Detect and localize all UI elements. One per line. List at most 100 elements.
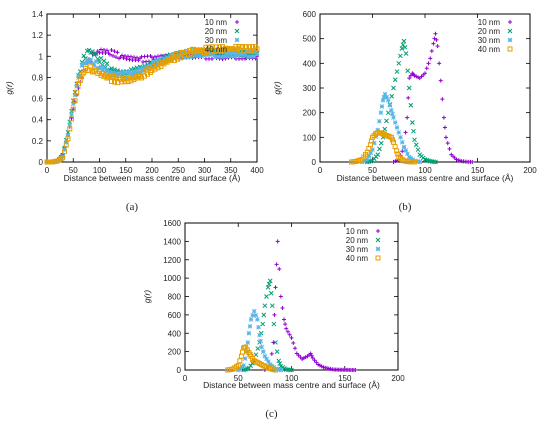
y-axis-label: g(r) [272, 81, 282, 94]
data-point [278, 367, 284, 373]
data-point [224, 49, 230, 55]
data-point [69, 112, 74, 117]
data-point [389, 107, 394, 113]
series-1 [391, 31, 475, 164]
data-point [69, 116, 74, 122]
data-point [259, 344, 264, 350]
data-point [258, 338, 263, 344]
data-point [67, 122, 73, 128]
data-point [391, 85, 396, 91]
data-point [398, 135, 403, 140]
data-point [81, 53, 87, 59]
data-point [433, 159, 438, 165]
data-point [104, 61, 110, 66]
data-point [65, 136, 71, 142]
data-point [193, 53, 198, 59]
data-point [77, 77, 83, 83]
data-point [375, 152, 381, 157]
x-tick-label: 50 [368, 166, 377, 175]
y-tick-label: 0.8 [32, 73, 44, 82]
y-tick-label: 100 [303, 133, 317, 142]
series-4 [225, 344, 279, 373]
data-point [60, 155, 66, 161]
chart-panel-3: 0 50 100 150 200 0 200 400 600 800 1000 1200 1400 160… [142, 219, 405, 390]
y-tick-label: 600 [303, 10, 317, 19]
data-point [173, 52, 179, 58]
x-tick-label: 0 [183, 374, 188, 383]
data-point [278, 294, 283, 299]
data-point [264, 294, 269, 299]
data-point [262, 353, 268, 359]
data-point [310, 356, 315, 361]
panel-caption: (a) [126, 201, 139, 213]
data-point [423, 71, 427, 76]
data-point [387, 102, 393, 108]
data-point [426, 61, 431, 66]
data-point [403, 51, 409, 56]
y-tick-label: 400 [303, 59, 317, 68]
data-point [437, 61, 442, 66]
data-point [72, 92, 78, 98]
data-point [406, 85, 412, 91]
data-point [137, 66, 143, 72]
data-point [287, 332, 292, 337]
data-point [248, 317, 254, 322]
x-tick-label: 100 [93, 166, 107, 175]
data-point [237, 358, 243, 364]
data-point [434, 37, 439, 42]
data-point [170, 53, 176, 59]
y-tick-label: 0 [177, 366, 182, 375]
x-tick-label: 150 [338, 374, 352, 383]
data-point [221, 54, 227, 59]
x-axis-label: Distance between mass centre and surface… [337, 173, 514, 183]
data-point [208, 52, 213, 57]
data-point [394, 125, 400, 130]
y-axis-label: g(r) [4, 81, 14, 94]
y-tick-label: 0 [312, 158, 317, 167]
data-point [157, 56, 162, 62]
data-point [441, 115, 446, 120]
x-tick-label: 0 [45, 166, 50, 175]
y-tick-label: 0.2 [32, 137, 44, 146]
data-point [260, 321, 266, 327]
data-point [70, 101, 76, 107]
x-tick-label: 150 [471, 166, 485, 175]
data-point [110, 70, 116, 75]
data-point [251, 54, 257, 59]
data-point [188, 54, 194, 60]
y-tick-label: 1000 [163, 274, 181, 283]
legend-label: 20 nm [478, 27, 501, 36]
data-point [266, 281, 272, 287]
data-point [104, 67, 110, 73]
data-point [65, 133, 71, 138]
data-point [277, 266, 282, 271]
data-point [371, 140, 377, 146]
data-point [70, 106, 76, 112]
data-point [431, 41, 436, 46]
legend-marker [376, 229, 380, 233]
data-point [378, 140, 384, 146]
data-point [203, 44, 209, 50]
data-point [370, 147, 375, 152]
data-point [408, 102, 414, 108]
data-point [470, 160, 475, 164]
y-tick-label: 0.6 [32, 95, 44, 104]
x-tick-label: 100 [285, 374, 299, 383]
data-point [413, 142, 419, 148]
data-point [312, 358, 317, 363]
data-point [112, 49, 117, 54]
data-point [118, 70, 123, 75]
data-point [230, 49, 236, 55]
data-point [267, 278, 273, 284]
data-point [136, 70, 141, 76]
data-point [277, 361, 283, 366]
data-point [353, 368, 358, 372]
legend-marker [507, 46, 513, 52]
x-tick-label: 200 [145, 166, 159, 175]
data-point [308, 351, 313, 356]
data-point [273, 367, 279, 373]
chart-panel-2: 0 50 100 150 200 0 100 200 300 400 500 600 Distance … [272, 10, 537, 183]
data-point [447, 146, 452, 151]
